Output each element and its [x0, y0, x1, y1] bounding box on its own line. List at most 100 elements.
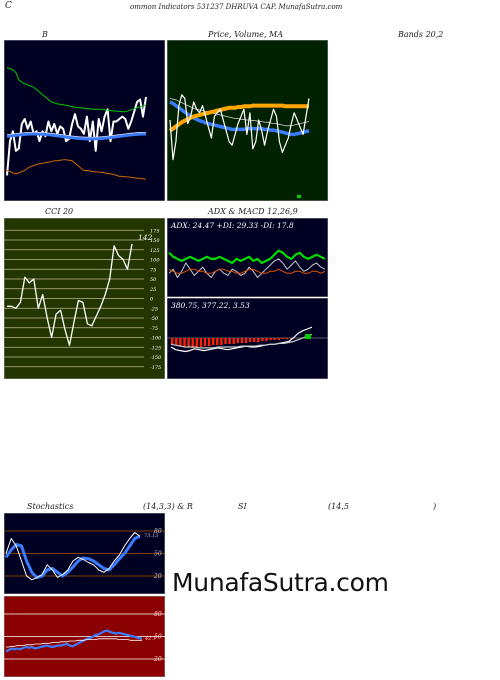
- rsi-label: SI: [238, 502, 247, 511]
- rsi-params: (14,5: [328, 502, 349, 511]
- macd-values: 380.75, 377.22, 3.53: [171, 301, 250, 310]
- macd-histogram-bar: [269, 338, 272, 340]
- macd-series-1: [170, 333, 313, 349]
- macd-histogram-bar: [253, 338, 256, 342]
- macd-histogram-bar: [220, 338, 223, 345]
- macd-marker: [305, 334, 311, 339]
- cci-tick-150: 150: [150, 238, 160, 244]
- price-ma-chart: [167, 40, 328, 201]
- adx-series-2: [168, 268, 326, 274]
- price-ma-label: Price, Volume, MA: [208, 30, 284, 39]
- cci-tick-50: 50: [150, 277, 157, 283]
- price-series-1: [168, 103, 309, 133]
- stoch-last-value: 73.13: [144, 533, 158, 539]
- rsi-series: [5, 629, 143, 653]
- macd-histogram-bar: [289, 338, 293, 339]
- bollinger-chart: [4, 40, 165, 201]
- cci-tick--175: -175: [150, 365, 161, 371]
- macd-histogram-bar: [240, 338, 244, 343]
- macd-histogram-bar: [248, 338, 252, 342]
- stochastics-panel: 80 50 20 73.13: [4, 513, 165, 594]
- macd-histogram-bar: [244, 338, 248, 343]
- bollinger-mid-band: [6, 132, 146, 141]
- stoch-k: [4, 534, 141, 579]
- adx-panel: ADX: 24.47 +DI: 29.33 -DI: 17.8: [167, 218, 328, 297]
- stochastics-params: (14,3,3) & R: [143, 502, 193, 511]
- stoch-d: [5, 532, 141, 581]
- cci-tick-100: 100: [150, 258, 160, 264]
- macd-histogram-bar: [203, 338, 207, 346]
- macd-panel: 380.75, 377.22, 3.53: [167, 298, 328, 379]
- cci-tick-125: 125: [150, 248, 160, 254]
- cci-tick--150: -150: [150, 355, 162, 361]
- macd-histogram-bar: [265, 338, 268, 341]
- macd-histogram-bar: [179, 338, 182, 346]
- cci-tick--75: -75: [150, 326, 158, 332]
- macd-chart: [167, 298, 328, 379]
- macd-histogram-bar: [183, 338, 186, 347]
- macd-histogram-bar: [216, 338, 219, 345]
- adx-series-0: [168, 249, 326, 265]
- header-title: ommon Indicators 531237 DHRUVA CAP. Muna…: [130, 3, 343, 11]
- bollinger-series-0: [6, 96, 147, 176]
- cci-tick-75: 75: [150, 267, 156, 273]
- macd-histogram-bar: [224, 338, 227, 344]
- macd-histogram-bar: [285, 338, 289, 339]
- rsi-params-close: ): [433, 502, 437, 511]
- macd-histogram-bar: [232, 338, 235, 344]
- cci-tick--125: -125: [150, 345, 161, 351]
- macd-histogram-bar: [261, 338, 264, 341]
- watermark: MunafaSutra.com: [172, 568, 389, 597]
- macd-histogram-bar: [191, 338, 194, 348]
- cci-last-value: 142: [138, 233, 153, 242]
- macd-histogram-bar: [175, 338, 178, 345]
- macd-histogram-bar: [212, 338, 215, 345]
- macd-histogram-bar: [236, 338, 239, 343]
- volume-bar: [297, 195, 301, 198]
- macd-histogram-bar: [257, 338, 260, 342]
- adx-chart: [167, 218, 328, 297]
- cci-label: CCI 20: [45, 207, 74, 216]
- cci-tick-0: 0: [150, 297, 154, 303]
- rsi-chart: 80 50 20 42.7: [4, 596, 165, 677]
- cci-tick-25: 25: [149, 287, 156, 293]
- rsi-panel: 80 50 20 42.7: [4, 596, 165, 677]
- cci-tick--100: -100: [150, 336, 162, 342]
- price-series-0: [169, 94, 310, 161]
- rsi-last-value: 42.7: [144, 636, 157, 642]
- cci-tick-175: 175: [150, 228, 160, 234]
- cci-series: [7, 243, 133, 346]
- bollinger-series-2: [6, 159, 147, 180]
- adx-macd-label: ADX & MACD 12,26,9: [208, 207, 298, 216]
- macd-histogram-bar: [277, 338, 280, 340]
- stochastics-chart: 80 50 20 73.13: [4, 513, 165, 594]
- macd-histogram-bar: [207, 338, 211, 346]
- stoch-tick-20: 20: [153, 573, 162, 580]
- stoch-tick-50: 50: [154, 551, 162, 558]
- rsi-tick-50: 50: [154, 634, 162, 641]
- macd-histogram-bar: [228, 338, 231, 344]
- bollinger-ma-line: [6, 131, 146, 138]
- cci-tick--25: -25: [150, 306, 158, 312]
- stochastics-label: Stochastics: [27, 502, 74, 511]
- macd-histogram-bar: [199, 338, 203, 347]
- macd-histogram-bar: [281, 338, 285, 339]
- macd-histogram-bar: [187, 338, 190, 347]
- rsi-tick-20: 20: [153, 656, 162, 663]
- macd-histogram-bar: [171, 338, 174, 344]
- bollinger-series-1: [6, 67, 147, 113]
- cci-panel: 175 150 125 100 75 50 25 0 -25 -50 -75 -100 -125 -150…: [4, 218, 165, 379]
- cci-tick--50: -50: [150, 316, 159, 322]
- bollinger-panel: [4, 40, 165, 201]
- adx-values: ADX: 24.47 +DI: 29.33 -DI: 17.8: [171, 221, 294, 230]
- macd-histogram-bar: [273, 338, 276, 340]
- price-ma-panel: [167, 40, 328, 201]
- header-title-first-letter: C: [5, 1, 12, 11]
- cci-chart: 175 150 125 100 75 50 25 0 -25 -50 -75 -100 -125 -150…: [4, 218, 165, 379]
- bands-label: Bands 20,2: [398, 30, 444, 39]
- rsi-tick-80: 80: [154, 611, 162, 618]
- rsi-ma: [6, 638, 142, 648]
- stoch-tick-80: 80: [154, 528, 162, 535]
- bollinger-label: B: [42, 30, 48, 39]
- macd-series-0: [170, 326, 313, 353]
